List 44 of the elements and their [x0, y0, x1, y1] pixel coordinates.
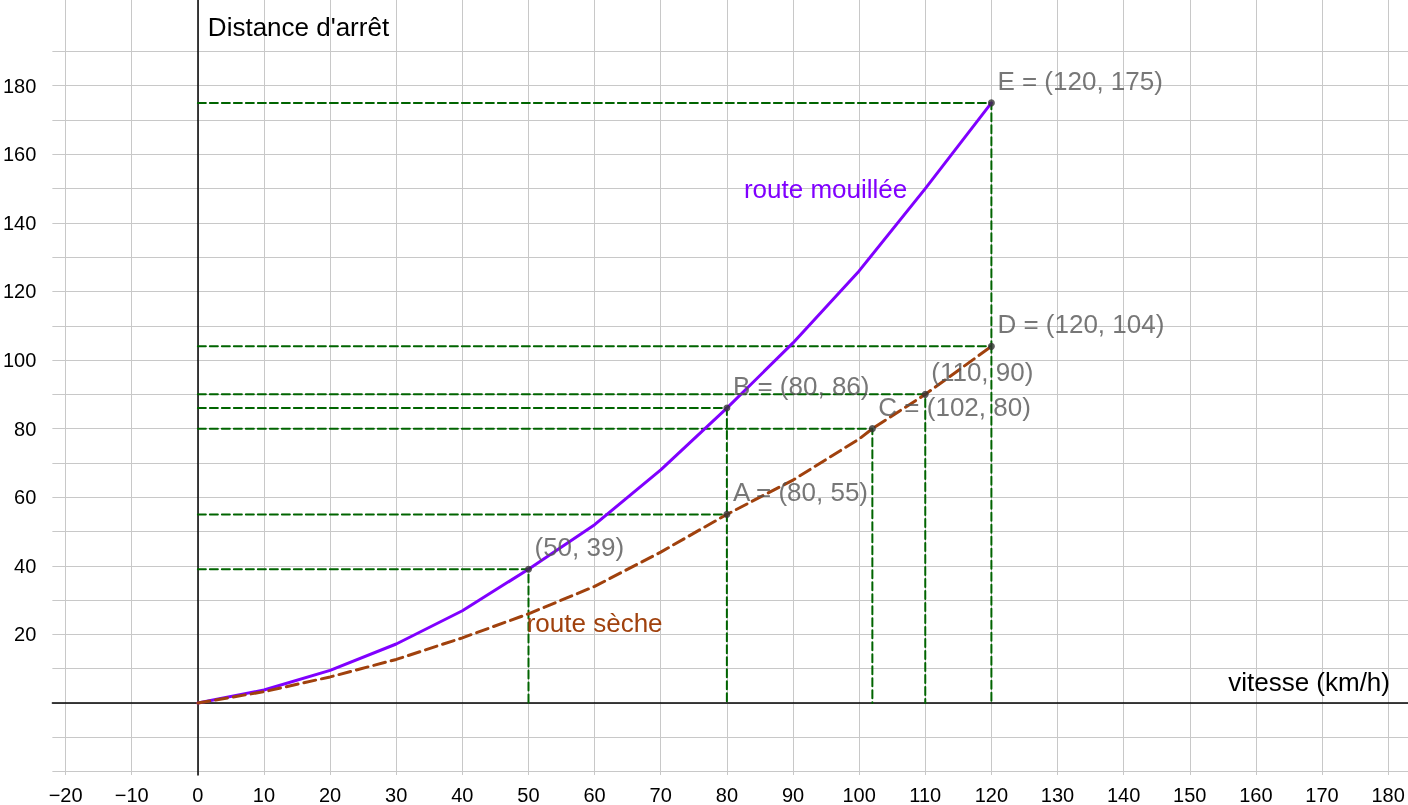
x-tick-label: −10: [114, 784, 149, 805]
y-tick-label: 100: [2, 349, 37, 372]
point: [921, 390, 929, 398]
x-tick-label: −20: [48, 784, 83, 805]
x-tick-label: 10: [252, 784, 276, 805]
point: [868, 425, 876, 433]
y-tick-label: 140: [2, 211, 37, 234]
x-tick-label: 130: [1040, 784, 1075, 805]
point: [987, 342, 995, 350]
x-tick-label: 120: [974, 784, 1009, 805]
x-tick-label: 80: [715, 784, 738, 805]
point: [723, 404, 731, 412]
point: [525, 565, 532, 573]
annotation: C = (102, 80): [878, 391, 1031, 422]
x-tick-label: 0: [192, 784, 204, 805]
x-tick-label: 50: [517, 784, 540, 805]
point: [723, 510, 731, 518]
x-tick-label: 60: [583, 784, 606, 805]
y-tick-label: 160: [2, 143, 37, 166]
y-tick-label: 60: [14, 486, 37, 509]
x-tick-label: 110: [909, 784, 942, 805]
x-tick-label: 70: [649, 784, 672, 805]
y-tick-label: 20: [14, 623, 37, 646]
x-tick-label: 150: [1173, 784, 1207, 805]
x-tick-label: 180: [1371, 784, 1405, 805]
x-axis-title: vitesse (km/h): [1228, 666, 1390, 697]
annotation: E = (120, 175): [997, 65, 1163, 96]
y-tick-label: 180: [2, 74, 37, 97]
x-tick-label: 100: [842, 784, 876, 805]
annotation: D = (120, 104): [997, 309, 1165, 340]
y-axis-title: Distance d'arrêt: [207, 12, 390, 42]
series-label: route mouillée: [743, 173, 908, 204]
x-tick-label: 40: [451, 784, 474, 805]
y-tick-label: 40: [14, 554, 37, 577]
x-tick-label: 140: [1106, 784, 1141, 805]
point: [987, 99, 995, 107]
x-tick-label: 20: [318, 784, 342, 805]
x-tick-label: 90: [781, 784, 805, 805]
y-tick-label: 80: [14, 417, 37, 440]
line-series: [196, 344, 993, 705]
x-tick-label: 170: [1305, 784, 1339, 805]
x-tick-label: 30: [385, 784, 408, 805]
y-tick-label: 120: [2, 280, 37, 303]
x-tick-label: 160: [1239, 784, 1273, 805]
